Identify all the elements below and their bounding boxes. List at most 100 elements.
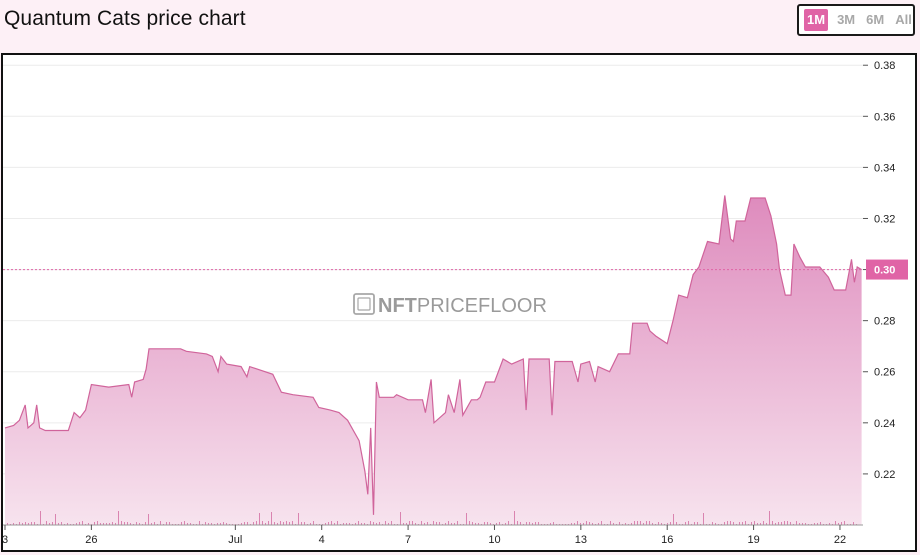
volume-bar (187, 523, 188, 525)
volume-bar (844, 521, 845, 525)
y-axis: 0.22 0.24 0.26 0.28 0.30 0.32 0.34 0.36 0.38 (863, 60, 895, 481)
volume-bar (406, 523, 407, 525)
volume-bar (148, 514, 149, 525)
volume-bar (436, 522, 437, 525)
volume-bar (835, 521, 836, 525)
volume-bar (517, 521, 518, 525)
volume-bar (529, 522, 530, 525)
volume-bar (112, 522, 113, 525)
volume-bar (532, 523, 533, 525)
volume-bar (421, 521, 422, 525)
volume-bar (385, 521, 386, 525)
volume-bar (217, 523, 218, 525)
volume-bar (499, 522, 500, 525)
volume-bar (259, 513, 260, 525)
volume-bar (115, 523, 116, 525)
volume-bar (661, 523, 662, 525)
x-tick-label: 16 (661, 534, 673, 546)
volume-bar (139, 523, 140, 525)
volume-bar (631, 523, 632, 525)
volume-bar (712, 522, 713, 525)
volume-bar (433, 521, 434, 525)
volume-bar (403, 523, 404, 525)
volume-bar (13, 523, 14, 525)
volume-bar (790, 522, 791, 525)
y-tick-label: 0.24 (874, 418, 895, 430)
x-tick-label: 22 (834, 534, 846, 546)
current-price-label: 0.30 (866, 259, 908, 280)
volume-bar (154, 522, 155, 525)
x-tick-label: 3 (3, 534, 8, 546)
volume-bar (313, 521, 314, 525)
price-line (4, 195, 862, 515)
volume-bars (7, 511, 857, 525)
volume-bar (46, 521, 47, 525)
volume-bar (268, 521, 269, 525)
volume-bar (184, 521, 185, 525)
volume-bar (166, 522, 167, 525)
volume-bar (817, 523, 818, 525)
volume-bar (769, 511, 770, 525)
time-range-selector: 1M 3M 6M All (797, 4, 915, 36)
volume-bar (220, 523, 221, 525)
volume-bar (289, 522, 290, 525)
current-price-text: 0.30 (874, 265, 895, 277)
x-tick-label: 7 (405, 534, 411, 546)
volume-bar (670, 522, 671, 525)
volume-bar (775, 523, 776, 525)
range-1m-button[interactable]: 1M (804, 9, 829, 31)
volume-bar (400, 512, 401, 525)
volume-bar (814, 523, 815, 525)
y-tick-label: 0.36 (874, 111, 895, 123)
range-6m-button[interactable]: 6M (866, 12, 885, 27)
volume-bar (331, 521, 332, 525)
volume-bar (676, 522, 677, 525)
volume-bar (796, 521, 797, 525)
volume-bar (778, 522, 779, 525)
current-price-badge (866, 259, 908, 280)
volume-bar (19, 522, 20, 525)
volume-bar (838, 523, 839, 525)
volume-bar (373, 522, 374, 525)
volume-bar (106, 523, 107, 525)
volume-bar (742, 522, 743, 525)
page-title: Quantum Cats price chart (4, 7, 246, 30)
volume-bar (538, 522, 539, 525)
volume-bar (820, 522, 821, 525)
range-3m-button[interactable]: 3M (837, 12, 856, 27)
volume-bar (478, 523, 479, 525)
volume-bar (304, 522, 305, 525)
y-tick-label: 0.38 (874, 60, 895, 72)
volume-bar (853, 522, 854, 525)
volume-bar (94, 522, 95, 525)
volume-bar (475, 523, 476, 525)
volume-bar (754, 521, 755, 525)
volume-bar (763, 521, 764, 525)
volume-bar (610, 521, 611, 525)
volume-bar (118, 511, 119, 525)
x-tick-label: 19 (747, 534, 759, 546)
volume-bar (325, 523, 326, 525)
volume-bar (640, 521, 641, 525)
y-tick-label: 0.28 (874, 316, 895, 328)
volume-bar (283, 522, 284, 525)
volume-bar (805, 523, 806, 525)
volume-bar (469, 521, 470, 525)
volume-bar (439, 522, 440, 525)
volume-bar (598, 523, 599, 525)
volume-bar (241, 523, 242, 525)
volume-bar (484, 522, 485, 525)
y-tick-label: 0.32 (874, 213, 895, 225)
volume-bar (58, 523, 59, 525)
volume-bar (67, 523, 68, 525)
volume-bar (205, 522, 206, 525)
volume-bar (376, 523, 377, 525)
volume-bar (634, 521, 635, 525)
range-all-button[interactable]: All (895, 12, 912, 27)
volume-bar (286, 521, 287, 525)
volume-bar (799, 523, 800, 525)
volume-bar (310, 523, 311, 525)
volume-bar (448, 521, 449, 525)
volume-bar (652, 523, 653, 525)
volume-bar (520, 522, 521, 525)
